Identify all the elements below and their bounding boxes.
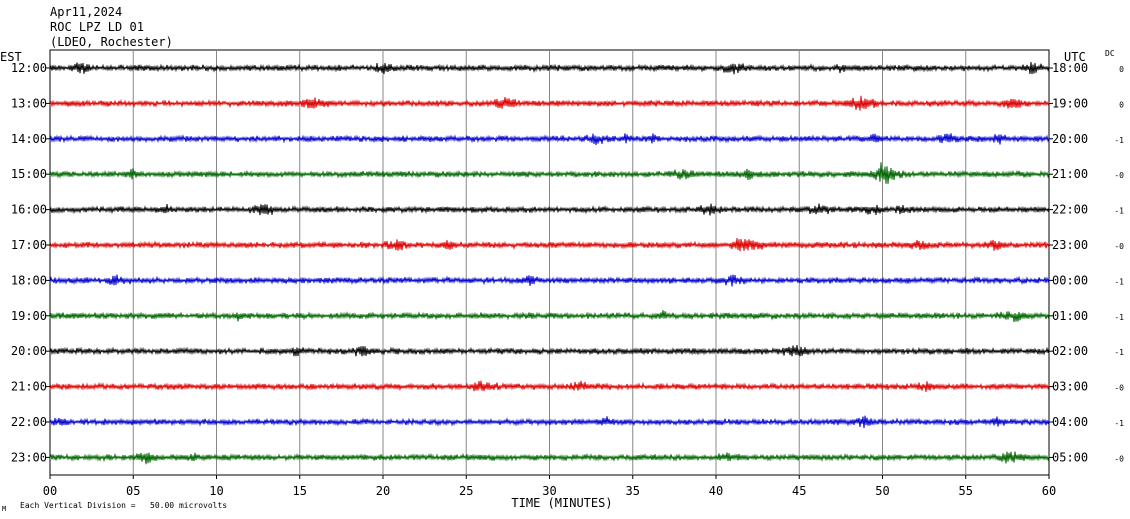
est-hour-label: 15:00 (11, 167, 47, 181)
dc-offset-value: -0 (1114, 454, 1124, 463)
dc-column-label: DC (1105, 49, 1115, 58)
seismic-trace-2200 (49, 415, 1050, 429)
seismic-trace-1400 (49, 133, 1050, 146)
x-tick-label: 10 (209, 484, 223, 498)
x-tick-label: 20 (376, 484, 390, 498)
x-tick-label: 35 (626, 484, 640, 498)
dc-offset-value: -0 (1114, 171, 1124, 180)
x-tick-label: 45 (792, 484, 806, 498)
utc-hour-label: 00:00 (1052, 273, 1088, 287)
dc-offset-value: -0 (1114, 242, 1124, 251)
dc-offset-value: -1 (1114, 313, 1124, 322)
seismic-trace-1600 (49, 203, 1050, 216)
vertical-division-note: Each Vertical Division = 50.00 microvolt… (20, 501, 227, 510)
est-hour-label: 16:00 (11, 203, 47, 217)
dc-offset-value: -1 (1114, 136, 1124, 145)
utc-hour-label: 18:00 (1052, 61, 1088, 75)
utc-hour-label: 21:00 (1052, 167, 1088, 181)
est-hour-label: 14:00 (11, 132, 47, 146)
dc-offset-value: -1 (1114, 277, 1124, 286)
seismic-trace-2100 (49, 380, 1050, 392)
utc-hour-label: 20:00 (1052, 132, 1088, 146)
x-tick-label: 00 (43, 484, 57, 498)
seismic-trace-1800 (49, 274, 1050, 287)
utc-hour-label: 22:00 (1052, 203, 1088, 217)
dc-offset-value: -1 (1114, 419, 1124, 428)
utc-hour-label: 03:00 (1052, 380, 1088, 394)
x-tick-label: 50 (875, 484, 889, 498)
dc-offset-value: -1 (1114, 348, 1124, 357)
est-hour-label: 20:00 (11, 344, 47, 358)
est-hour-label: 12:00 (11, 61, 47, 75)
est-hour-label: 19:00 (11, 309, 47, 323)
utc-hour-label: 19:00 (1052, 96, 1088, 110)
est-hour-label: 18:00 (11, 273, 47, 287)
seismic-trace-1900 (49, 310, 1050, 323)
est-hour-label: 23:00 (11, 450, 47, 464)
dc-offset-value: -0 (1114, 384, 1124, 393)
utc-hour-label: 05:00 (1052, 450, 1088, 464)
utc-axis-label: UTC (1064, 50, 1086, 64)
dc-offset-value: 0 (1119, 65, 1124, 74)
utc-hour-label: 02:00 (1052, 344, 1088, 358)
est-hour-label: 13:00 (11, 96, 47, 110)
header-station: ROC LPZ LD 01 (50, 20, 144, 34)
utc-hour-label: 01:00 (1052, 309, 1088, 323)
dc-offset-value: 0 (1119, 100, 1124, 109)
x-tick-label: 40 (709, 484, 723, 498)
seismic-trace-2300 (49, 451, 1050, 465)
seismic-trace-1500 (49, 162, 1050, 184)
x-tick-label: 05 (126, 484, 140, 498)
est-hour-label: 22:00 (11, 415, 47, 429)
est-axis-label: EST (0, 50, 22, 64)
x-tick-label: 60 (1042, 484, 1056, 498)
seismic-trace-1700 (49, 238, 1050, 252)
est-hour-label: 21:00 (11, 380, 47, 394)
utc-hour-label: 23:00 (1052, 238, 1088, 252)
seismic-trace-2000 (49, 345, 1050, 357)
x-tick-label: 15 (293, 484, 307, 498)
utc-hour-label: 04:00 (1052, 415, 1088, 429)
seismic-trace-1200 (49, 61, 1050, 75)
footer-mark: M (2, 505, 6, 513)
header-date: Apr11,2024 (50, 5, 122, 19)
seismic-trace-1300 (49, 95, 1050, 111)
header-network: (LDEO, Rochester) (50, 35, 173, 49)
dc-offset-value: -1 (1114, 207, 1124, 216)
x-tick-label: 30 (542, 484, 556, 498)
x-axis-title: TIME (MINUTES) (511, 496, 612, 510)
x-tick-label: 55 (959, 484, 973, 498)
est-hour-label: 17:00 (11, 238, 47, 252)
x-tick-label: 25 (459, 484, 473, 498)
